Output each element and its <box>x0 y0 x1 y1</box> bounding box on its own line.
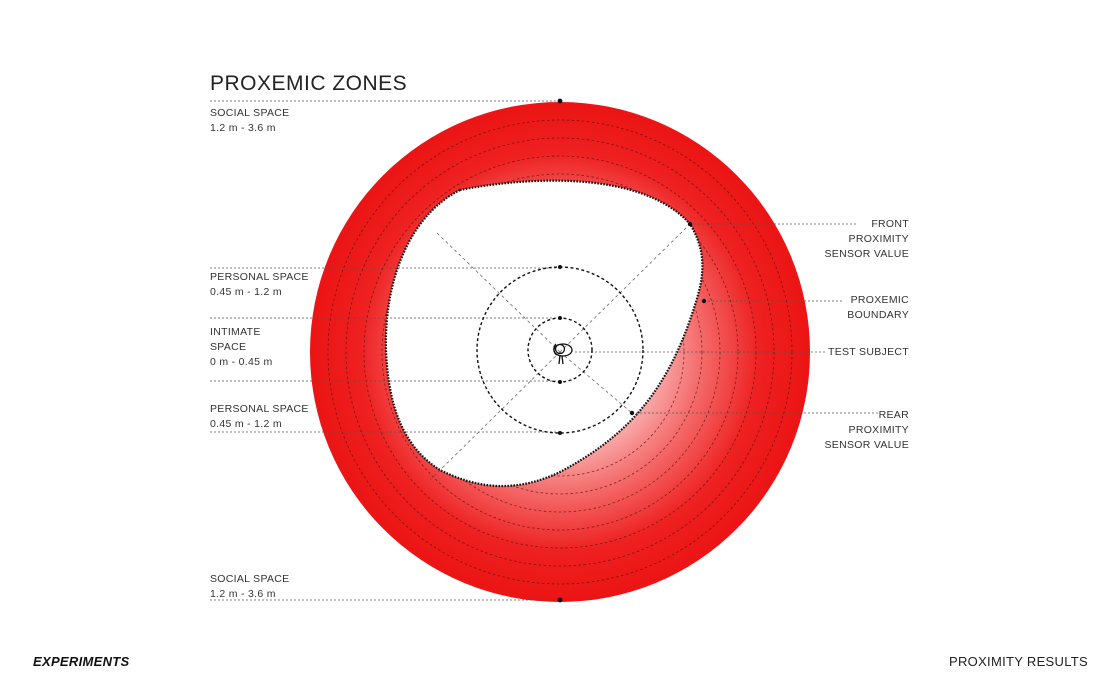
test-subject-icon <box>553 343 573 365</box>
label-line: 0 m - 0.45 m <box>210 356 273 368</box>
rear-sensor-label: REAR PROXIMITY SENSOR VALUE <box>824 408 909 453</box>
label-line: PROXEMIC <box>850 294 909 306</box>
label-line: 0.45 m - 1.2 m <box>210 286 282 298</box>
label-line: PERSONAL SPACE <box>210 403 309 415</box>
test-subject-label: TEST SUBJECT <box>828 345 909 360</box>
front-sensor-label: FRONT PROXIMITY SENSOR VALUE <box>824 217 909 262</box>
leader-lines <box>210 100 880 601</box>
label-line: FRONT <box>871 218 909 230</box>
proxemic-boundary-shape <box>384 179 704 488</box>
social-space-top-label: SOCIAL SPACE 1.2 m - 3.6 m <box>210 106 289 136</box>
label-line: SOCIAL SPACE <box>210 107 290 119</box>
footer-section-label: EXPERIMENTS <box>33 654 130 669</box>
label-line: SENSOR VALUE <box>824 248 909 260</box>
proxemic-boundary-label: PROXEMIC BOUNDARY <box>847 293 909 323</box>
label-line: 0.45 m - 1.2 m <box>210 418 282 430</box>
footer-page-label: PROXIMITY RESULTS <box>949 654 1088 669</box>
label-line: 1.2 m - 3.6 m <box>210 122 276 134</box>
label-line: 1.2 m - 3.6 m <box>210 588 276 600</box>
personal-space-top-label: PERSONAL SPACE 0.45 m - 1.2 m <box>210 270 309 300</box>
page-title: PROXEMIC ZONES <box>210 72 408 95</box>
label-line: PERSONAL SPACE <box>210 271 309 283</box>
label-line: SPACE <box>210 341 247 353</box>
personal-space-circle <box>476 266 644 434</box>
label-line: TEST SUBJECT <box>827 346 909 358</box>
label-line: BOUNDARY <box>847 309 909 321</box>
label-line: SENSOR VALUE <box>824 439 909 451</box>
label-line: INTIMATE <box>210 326 261 338</box>
label-line: PROXIMITY <box>848 233 909 245</box>
social-space-bottom-label: SOCIAL SPACE 1.2 m - 3.6 m <box>210 572 289 602</box>
personal-space-bottom-label: PERSONAL SPACE 0.45 m - 1.2 m <box>210 402 309 432</box>
intimate-space-label: INTIMATE SPACE 0 m - 0.45 m <box>210 325 273 370</box>
label-line: PROXIMITY <box>848 424 909 436</box>
marker-dots <box>557 98 707 603</box>
label-line: SOCIAL SPACE <box>210 573 290 585</box>
label-line: REAR <box>878 409 909 421</box>
